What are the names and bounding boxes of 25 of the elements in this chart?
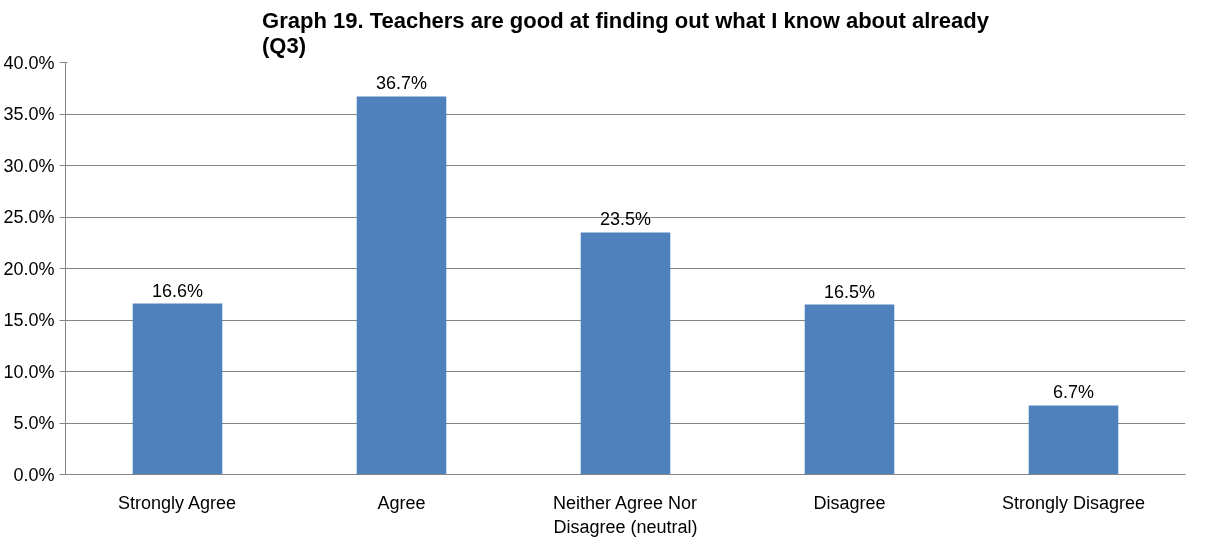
chart-title: Graph 19. Teachers are good at finding out what I know about already (Q3) [262,7,990,58]
bar [132,303,223,475]
y-tick-label: 40.0% [3,52,55,73]
x-tick-label: Strongly Disagree [1001,492,1146,513]
y-tick-label: 20.0% [3,258,55,279]
y-tick-label: 15.0% [3,310,55,330]
data-label: 23.5% [599,209,652,230]
x-tick-label: Agree [377,492,426,513]
x-tick-label: Neither Agree Nor Disagree (neutral) [552,492,698,537]
data-label: 36.7% [375,73,428,94]
y-tick-label: 0.0% [13,464,55,485]
y-tick-label: 5.0% [13,413,55,433]
data-label: 16.5% [823,281,876,302]
bar [356,96,447,475]
bar [580,232,671,475]
x-tick-label: Disagree [813,492,886,513]
y-tick-label: 10.0% [3,361,55,382]
y-tick-label: 30.0% [3,155,55,176]
bar [1028,405,1119,475]
y-tick-label: 25.0% [3,207,55,227]
x-tick-label: Strongly Agree [117,492,237,513]
y-tick-label: 35.0% [3,104,55,124]
data-label: 16.6% [151,280,204,301]
data-label: 6.7% [1052,382,1095,403]
bar [804,304,895,475]
